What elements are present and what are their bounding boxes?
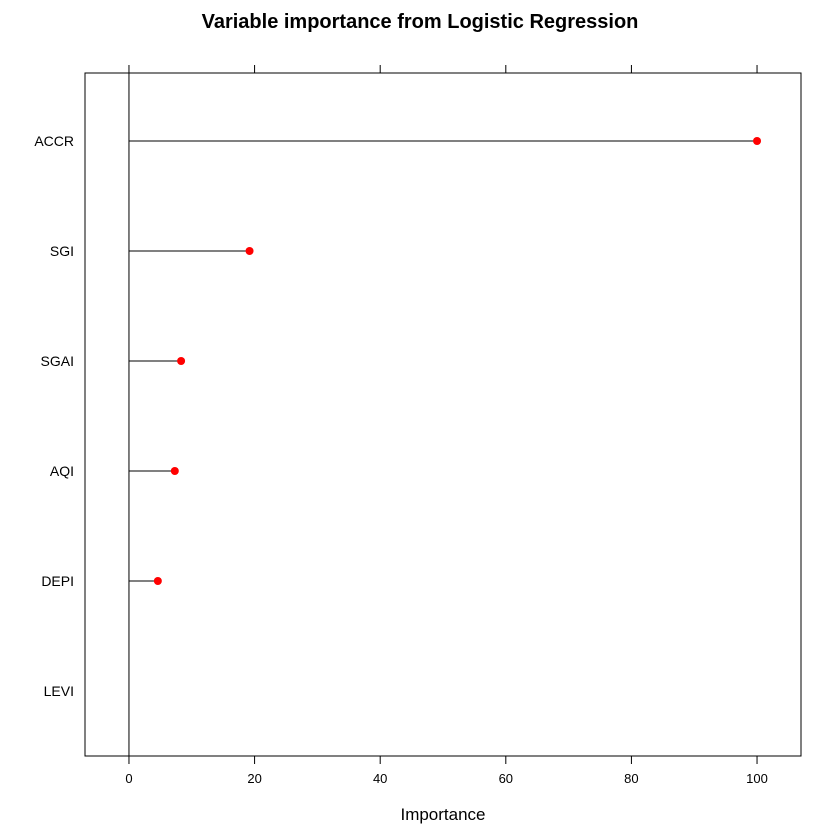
x-tick-label: 80 [624,771,638,786]
variable-label: LEVI [44,683,74,699]
importance-point [177,357,186,365]
importance-point [153,577,162,585]
x-tick-label: 60 [499,771,513,786]
top-axis-ticks [128,65,758,73]
x-tick-label: 100 [746,771,768,786]
variable-label: ACCR [34,133,74,149]
x-tick-label: 20 [247,771,261,786]
variable-label: SGI [50,243,74,259]
x-axis-label: Importance [400,805,485,824]
bottom-axis-ticks: 0 20 40 60 80 100 [125,756,768,786]
x-tick-label: 40 [373,771,387,786]
chart-title: Variable importance from Logistic Regres… [202,11,639,33]
importance-stems [128,140,758,582]
importance-point [170,467,179,475]
importance-point [245,247,254,255]
importance-points [153,137,762,585]
variable-label: DEPI [41,573,74,589]
variable-label: AQI [50,463,74,479]
importance-point [753,137,762,145]
x-tick-label: 0 [125,771,132,786]
variable-labels: ACCR SGI SGAI AQI DEPI LEVI [34,133,74,699]
plot-frame [84,72,802,757]
variable-label: SGAI [41,353,74,369]
